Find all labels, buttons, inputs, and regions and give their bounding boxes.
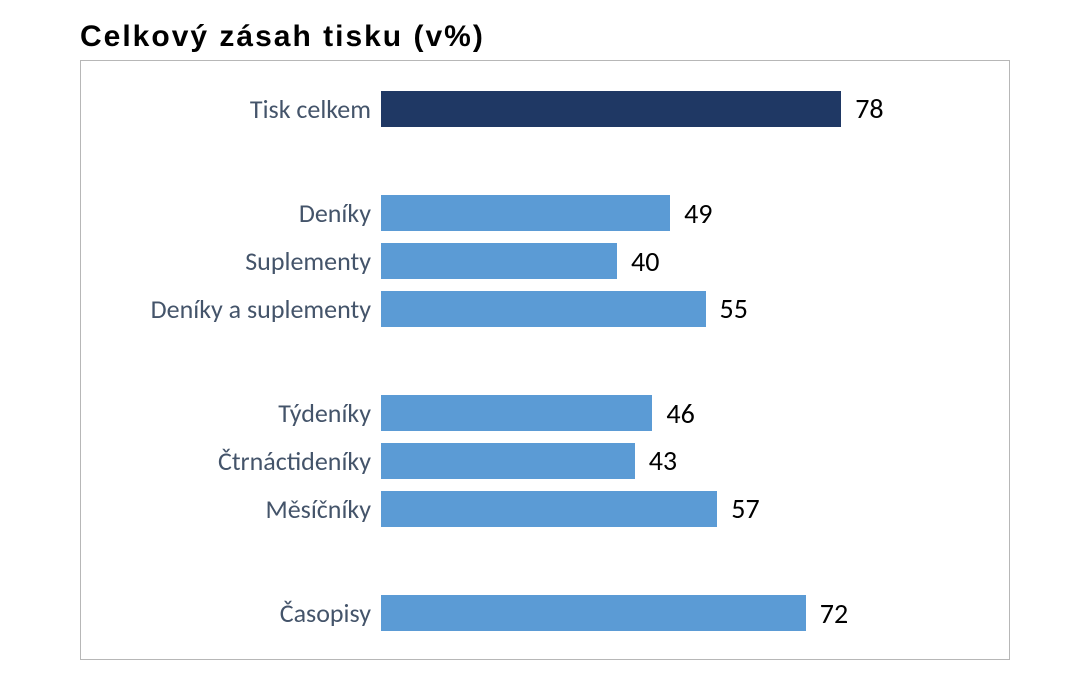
bar [381, 443, 635, 479]
bar [381, 243, 617, 279]
chart-container: Celkový zásah tisku (v%) Tisk celkem 78 De… [0, 0, 1092, 694]
chart-title: Celkový zásah tisku (v%) [80, 20, 1062, 54]
bar-value: 78 [855, 91, 883, 126]
bar-rows: Tisk celkem 78 Deníky 49 Suplementy 40 Deníky … [81, 85, 969, 635]
category-label: Čtrnáctideníky [81, 445, 381, 477]
bar-row: Tisk celkem 78 [81, 88, 969, 130]
bar-row: Suplementy 40 [81, 240, 969, 282]
bar-value: 46 [666, 396, 694, 431]
bar-area: 55 [381, 288, 969, 330]
bar-area: 72 [381, 592, 969, 634]
bar-area: 43 [381, 440, 969, 482]
bar-value: 43 [649, 443, 677, 478]
category-label: Deníky a suplementy [81, 293, 381, 325]
bar-area: 49 [381, 192, 969, 234]
bar-area: 57 [381, 488, 969, 530]
category-label: Měsíčníky [81, 493, 381, 525]
plot-area: Tisk celkem 78 Deníky 49 Suplementy 40 Deníky … [80, 60, 1010, 660]
category-label: Časopisy [81, 597, 381, 629]
bar-row: Čtrnáctideníky 43 [81, 440, 969, 482]
category-label: Suplementy [81, 245, 381, 277]
bar-row: Deníky a suplementy 55 [81, 288, 969, 330]
bar-row: Měsíčníky 57 [81, 488, 969, 530]
bar [381, 195, 670, 231]
category-label: Týdeníky [81, 397, 381, 429]
bar [381, 595, 806, 631]
bar-value: 55 [720, 291, 748, 326]
bar-row: Časopisy 72 [81, 592, 969, 634]
bar [381, 291, 706, 327]
bar-row: Deníky 49 [81, 192, 969, 234]
bar [381, 491, 717, 527]
bar [381, 395, 652, 431]
bar-area: 78 [381, 88, 969, 130]
bar-value: 49 [684, 196, 712, 231]
bar-area: 46 [381, 392, 969, 434]
bar [381, 91, 841, 127]
bar-area: 40 [381, 240, 969, 282]
bar-value: 57 [731, 491, 759, 526]
category-label: Deníky [81, 197, 381, 229]
category-label: Tisk celkem [81, 93, 381, 125]
bar-value: 72 [820, 596, 848, 631]
bar-row: Týdeníky 46 [81, 392, 969, 434]
bar-value: 40 [631, 244, 659, 279]
